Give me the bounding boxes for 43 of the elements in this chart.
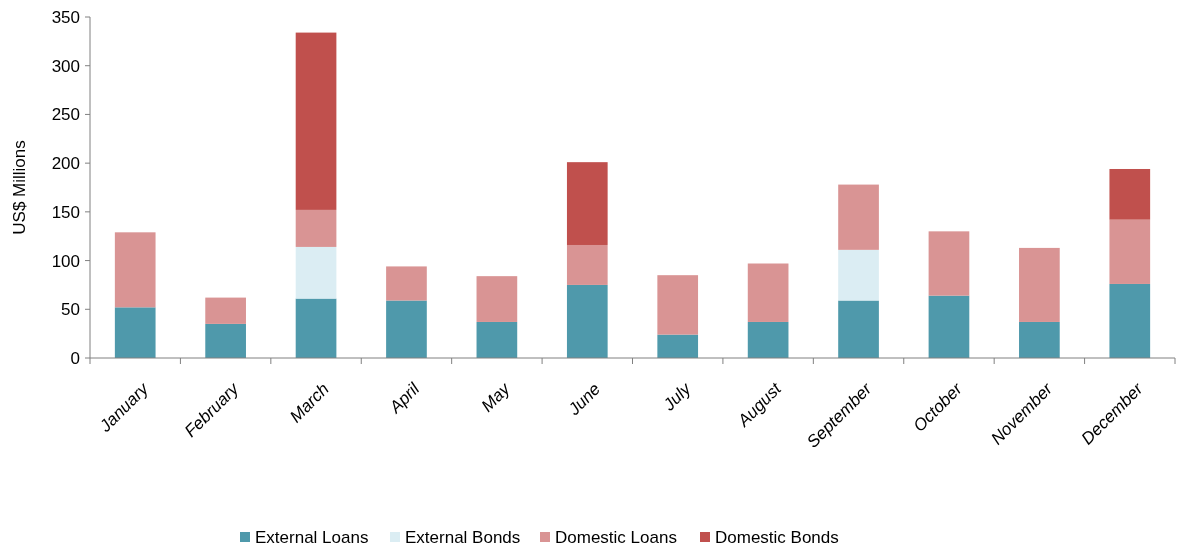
y-tick-label: 150 — [51, 202, 80, 222]
bar — [114, 232, 156, 308]
bar — [928, 295, 970, 358]
y-tick-label: 50 — [61, 300, 80, 320]
bar — [386, 266, 427, 301]
bar — [657, 275, 699, 335]
legend-label: External Bonds — [405, 527, 521, 547]
bar — [205, 323, 246, 358]
bar — [476, 321, 518, 358]
bar — [295, 32, 337, 210]
bar — [114, 307, 156, 358]
bar — [476, 276, 518, 322]
y-axis-title: US$ Millions — [10, 140, 29, 235]
legend-label: Domestic Loans — [555, 527, 677, 547]
y-tick-label: 250 — [51, 105, 80, 125]
y-tick-label: 100 — [51, 251, 80, 271]
bar — [295, 246, 337, 299]
y-tick-label: 0 — [70, 348, 80, 368]
y-tick-label: 200 — [51, 154, 80, 174]
bar — [1019, 321, 1060, 358]
bar — [386, 300, 427, 358]
bar — [205, 297, 246, 324]
bar — [838, 300, 879, 358]
bar — [1109, 168, 1151, 220]
bar — [1019, 247, 1060, 322]
bar — [566, 284, 608, 358]
bar — [928, 231, 970, 296]
bar — [747, 263, 789, 322]
bar — [747, 321, 789, 358]
y-tick-label: 350 — [51, 7, 80, 27]
bar — [657, 334, 699, 358]
x-tick-label: July — [659, 378, 696, 415]
bar — [295, 298, 337, 358]
legend-label: External Loans — [255, 527, 369, 547]
bar — [838, 249, 879, 301]
bar — [838, 184, 879, 250]
legend-label: Domestic Bonds — [715, 527, 839, 547]
bar — [566, 244, 608, 285]
bar — [1109, 219, 1151, 284]
bar — [566, 162, 608, 245]
bar — [1109, 283, 1151, 358]
y-tick-label: 300 — [51, 56, 80, 76]
bar — [295, 209, 337, 247]
